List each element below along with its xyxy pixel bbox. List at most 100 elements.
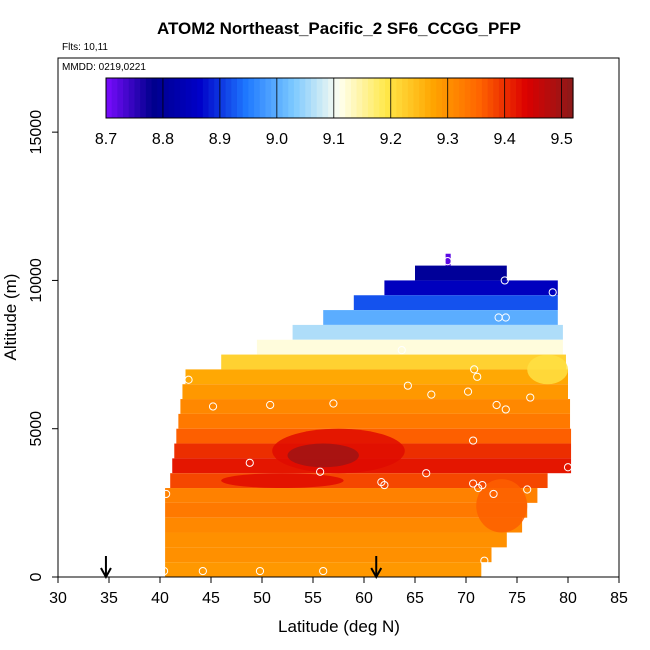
colorbar-segment xyxy=(271,78,278,118)
colorbar-segment xyxy=(236,78,244,118)
y-tick-label: 15000 xyxy=(28,110,45,155)
colorbar-segment xyxy=(470,78,477,118)
sample-point xyxy=(473,372,482,381)
colorbar-segment xyxy=(567,78,574,118)
colorbar-segment xyxy=(185,78,193,118)
x-tick-label: 65 xyxy=(406,590,424,607)
heatmap-hotspot xyxy=(221,473,344,489)
y-axis-label: Altitude (m) xyxy=(1,274,20,361)
heatmap-band xyxy=(178,413,571,429)
colorbar-segment xyxy=(516,78,523,118)
colorbar-segment xyxy=(487,78,494,118)
colorbar-segment xyxy=(293,78,301,118)
colorbar-segment xyxy=(111,78,118,118)
heatmap-band xyxy=(165,547,492,563)
colorbar-segment xyxy=(419,78,426,118)
colorbar-segment xyxy=(197,78,204,118)
flights-label: Flts: 10,11 xyxy=(62,42,108,53)
colorbar-segment xyxy=(430,78,437,118)
colorbar-segment xyxy=(265,78,272,118)
x-axis: 30 35 40 45 50 55 60 65 70 75 80 85 xyxy=(49,577,628,607)
heatmap-band xyxy=(415,265,507,281)
sample-point xyxy=(208,402,218,411)
colorbar-segment xyxy=(453,78,460,118)
colorbar-segment xyxy=(527,78,534,118)
colorbar-segment xyxy=(311,78,318,118)
sample-point xyxy=(443,257,452,266)
colorbar-segment xyxy=(345,78,352,118)
colorbar-segment xyxy=(402,78,409,118)
x-tick-label: 80 xyxy=(559,590,577,607)
y-tick-label: 5000 xyxy=(28,411,45,447)
colorbar-segment xyxy=(316,78,324,118)
colorbar-tick-label: 8.8 xyxy=(152,131,174,148)
colorbar-segment xyxy=(544,78,551,118)
colorbar-segment xyxy=(498,78,506,118)
sample-point xyxy=(469,479,478,488)
sample-point xyxy=(380,480,389,490)
colorbar-segment xyxy=(385,78,392,118)
sample-point xyxy=(198,566,207,576)
y-tick-label: 10000 xyxy=(28,258,45,303)
colorbar-segment xyxy=(476,78,483,118)
heatmap-band xyxy=(180,399,571,414)
colorbar-segment xyxy=(117,78,124,118)
colorbar-segment xyxy=(259,78,267,118)
colorbar-tick-label: 9.5 xyxy=(550,131,572,148)
colorbar-segment xyxy=(214,78,221,118)
colorbar-segment xyxy=(464,78,472,118)
colorbar-tick-label: 9.4 xyxy=(494,131,516,148)
colorbar-segment xyxy=(276,78,284,118)
colorbar-segment xyxy=(561,78,568,118)
colorbar-segment xyxy=(442,78,449,118)
y-tick-label: 0 xyxy=(28,572,45,581)
plot-area: MMDD: 0219,0221 8.7 8.8 8.9 9.0 9.1 9.2 9.3 9.4… xyxy=(57,57,620,580)
x-tick-label: 70 xyxy=(457,590,475,607)
sample-point xyxy=(266,400,275,410)
colorbar-segment xyxy=(413,78,420,118)
sample-point xyxy=(523,485,532,494)
colorbar-segment xyxy=(447,78,455,118)
sample-point xyxy=(492,400,501,410)
colorbar-segment xyxy=(390,78,398,118)
colorbar-segment xyxy=(504,78,511,118)
colorbar-segment xyxy=(168,78,175,118)
sample-point xyxy=(469,436,478,445)
heatmap-band xyxy=(323,310,558,325)
x-tick-label: 75 xyxy=(508,590,526,607)
sample-point xyxy=(329,399,338,408)
colorbar-segment xyxy=(322,78,329,118)
heatmap-band xyxy=(182,384,568,400)
colorbar-tick-label: 9.0 xyxy=(266,131,288,148)
colorbar-segment xyxy=(219,78,227,118)
colorbar-segment xyxy=(242,78,249,118)
colorbar-segment xyxy=(288,78,295,118)
colorbar-tick-label: 8.7 xyxy=(95,131,117,148)
colorbar-segment xyxy=(180,78,187,118)
colorbar-segment xyxy=(396,78,403,118)
colorbar-segment xyxy=(481,78,489,118)
x-tick-label: 45 xyxy=(202,590,220,607)
sample-markers xyxy=(159,257,573,576)
colorbar-segment xyxy=(510,78,517,118)
sample-point xyxy=(377,477,386,487)
sample-point xyxy=(184,375,193,384)
colorbar-segment xyxy=(555,78,563,118)
sample-point xyxy=(563,463,573,472)
sample-point xyxy=(397,346,406,355)
sample-point xyxy=(480,556,489,565)
sample-point xyxy=(470,365,479,374)
sample-point xyxy=(463,387,473,396)
colorbar-segment xyxy=(157,78,164,118)
colorbar-segment xyxy=(106,78,113,118)
sample-point xyxy=(159,566,169,576)
colorbar-segment xyxy=(299,78,306,118)
colorbar-segment xyxy=(282,78,289,118)
colorbar-segment xyxy=(407,78,415,118)
heatmap-band xyxy=(445,253,451,266)
colorbar-tick-label: 9.2 xyxy=(380,131,402,148)
heatmap-band xyxy=(165,488,538,503)
colorbar-segment xyxy=(533,78,540,118)
colorbar-segment xyxy=(128,78,136,118)
colorbar-segment xyxy=(145,78,153,118)
